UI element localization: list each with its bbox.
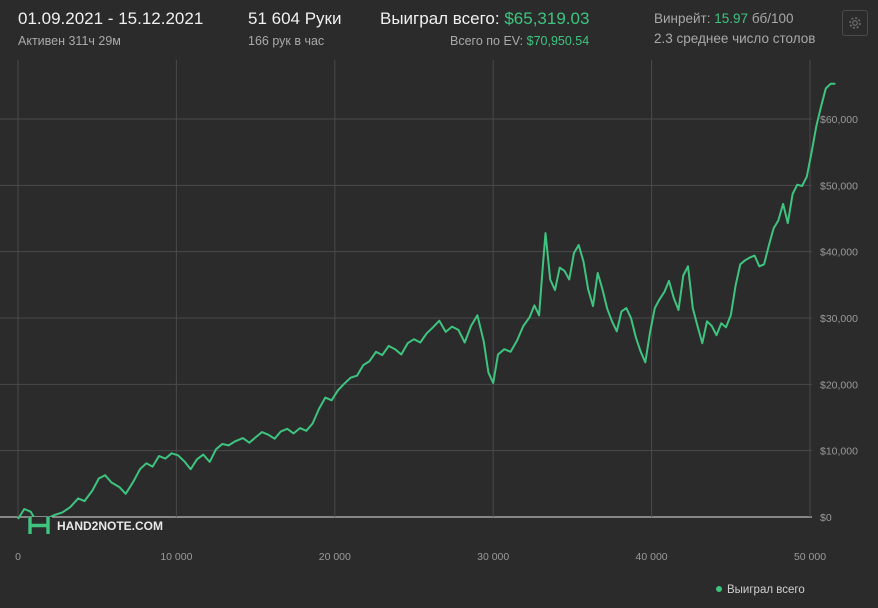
watermark-text: HAND2NOTE.COM (57, 519, 163, 533)
x-tick-label: 0 (15, 551, 21, 563)
hands-per-hour: 166 рук в час (248, 34, 325, 48)
winrate-label: Винрейт: (654, 11, 711, 26)
y-tick-label: $40,000 (820, 247, 858, 259)
stats-header: 01.09.2021 - 15.12.2021 Активен 311ч 29м… (0, 0, 878, 60)
y-tick-label: $30,000 (820, 313, 858, 325)
series-layer (17, 82, 836, 524)
series-line-won-total (17, 82, 836, 524)
y-axis-labels: $0 $10,000 $20,000 $30,000 $40,000 $50,000 $60… (820, 114, 858, 524)
legend-label: Выиграл всего (727, 584, 805, 596)
grid-lines (0, 60, 812, 518)
winrate-block: Винрейт: 15.97 бб/100 2.3 среднее число … (654, 8, 815, 50)
y-tick-label: $60,000 (820, 114, 858, 126)
avg-tables: 2.3 среднее число столов (654, 31, 816, 46)
y-tick-label: $20,000 (820, 379, 858, 391)
winrate-value: 15.97 (714, 11, 749, 26)
x-axis-labels: 0 10 000 20 000 30 000 40 000 50 000 (15, 551, 826, 563)
hands-block: 51 604 Руки 166 рук в час (248, 8, 342, 50)
ev-value: $70,950.54 (526, 34, 590, 48)
hand2note-logo: HAND2NOTE.COM (28, 517, 163, 534)
gear-icon (849, 17, 861, 29)
winnings-block: Выиграл всего: $65,319.03 Всего по EV: $… (380, 8, 589, 50)
legend: Выиграл всего (716, 584, 805, 596)
date-block: 01.09.2021 - 15.12.2021 Активен 311ч 29м (18, 8, 203, 50)
legend-marker (716, 586, 722, 592)
active-time: Активен 311ч 29м (18, 34, 121, 48)
date-range: 01.09.2021 - 15.12.2021 (18, 9, 204, 28)
ev-label: Всего по EV: (450, 34, 524, 48)
y-tick-label: $50,000 (820, 180, 858, 192)
x-tick-label: 40 000 (636, 551, 668, 563)
won-total-value: $65,319.03 (504, 9, 590, 28)
hands-count: 51 604 Руки (248, 9, 342, 28)
settings-button[interactable] (842, 10, 868, 36)
y-tick-label: $10,000 (820, 446, 858, 458)
x-tick-label: 30 000 (477, 551, 509, 563)
y-tick-label: $0 (820, 512, 832, 524)
x-tick-label: 20 000 (319, 551, 351, 563)
x-tick-label: 10 000 (160, 551, 192, 563)
won-total-label: Выиграл всего: (380, 9, 500, 28)
x-tick-label: 50 000 (794, 551, 826, 563)
winrate-unit: бб/100 (751, 11, 794, 26)
